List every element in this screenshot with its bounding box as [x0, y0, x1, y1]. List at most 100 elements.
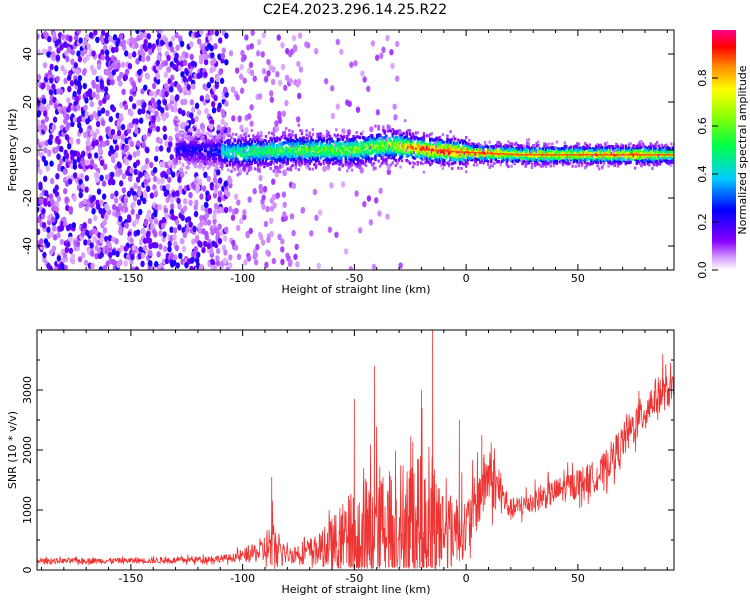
spectrogram-cell	[378, 153, 382, 157]
spectrogram-cell	[283, 141, 286, 145]
spectrogram-cell	[280, 135, 283, 139]
spectrogram-cell	[450, 157, 454, 161]
spectrogram-cell	[355, 140, 358, 144]
spectrogram-cell	[231, 142, 235, 146]
spectrogram-cell	[227, 145, 230, 149]
spectrogram-noise-cell	[200, 204, 205, 212]
spectrogram-noise-cell	[163, 71, 169, 79]
spectrogram-noise-cell	[73, 62, 79, 69]
spectrogram-cell	[411, 150, 415, 154]
spectrogram-cell	[353, 137, 357, 141]
spectrogram-cell	[224, 150, 227, 154]
spectrogram-cell	[288, 167, 291, 171]
spectrogram-cell	[443, 141, 446, 145]
spectrogram-cell	[271, 131, 274, 135]
spectrogram-noise-cell	[76, 50, 81, 57]
spectrogram-noise-cell	[217, 223, 222, 230]
spectrogram-noise-cell	[131, 81, 137, 88]
spectrogram-cell	[497, 144, 501, 148]
spectrogram-cell	[328, 138, 332, 142]
spectrogram-halo-cell	[325, 132, 329, 136]
spectrogram-noise-cell	[237, 115, 242, 122]
spectrogram-cell	[321, 139, 324, 143]
spectrogram-cell	[353, 148, 357, 152]
spectrogram-cell	[236, 147, 239, 151]
spectrogram-cell	[425, 149, 429, 153]
spectrogram-cell	[189, 155, 193, 159]
spectrogram-cell	[267, 140, 271, 144]
spectrogram-cell	[184, 154, 188, 158]
spectrogram-noise-cell	[171, 259, 177, 267]
spectrogram-cell	[366, 149, 369, 153]
spectrogram-cell	[236, 167, 239, 171]
spectrogram-cell	[202, 130, 205, 134]
spectrogram-cell	[275, 152, 279, 156]
spectrogram-noise-cell	[347, 100, 352, 108]
spectrogram-cell	[220, 136, 224, 140]
spectrogram-cell	[178, 142, 182, 146]
spectrogram-noise-cell	[108, 251, 113, 259]
spectrogram-noise-cell	[213, 94, 218, 102]
spectrogram-cell	[310, 144, 313, 148]
spectrogram-cell	[211, 152, 214, 156]
spectrogram-noise-cell	[192, 225, 197, 233]
spectrogram-noise-cell	[65, 113, 70, 121]
spectrogram-noise-cell	[167, 245, 172, 253]
spectrogram-noise-cell	[199, 95, 205, 102]
spectrogram-cell	[377, 142, 380, 146]
spectrogram-cell	[374, 155, 377, 159]
spectrogram-cell	[258, 142, 261, 146]
spectrogram-cell	[188, 153, 191, 157]
spectrogram-noise-cell	[260, 239, 266, 246]
spectrogram-cell	[450, 153, 454, 157]
spectrogram-halo-cell	[394, 164, 398, 168]
spectrogram-noise-cell	[394, 75, 400, 82]
spectrogram-noise-cell	[111, 105, 116, 113]
spectrogram-cell	[202, 157, 205, 161]
spectrogram-cell	[436, 140, 440, 144]
spectrogram-noise-cell	[86, 43, 91, 50]
spectrogram-cell	[332, 149, 335, 153]
spectrogram-noise-cell	[53, 88, 58, 95]
spectrogram-halo-cell	[205, 162, 208, 166]
spectrogram-noise-cell	[163, 207, 169, 215]
spectrogram-noise-cell	[45, 103, 51, 111]
spectrogram-cell	[396, 129, 399, 133]
spectrogram-noise-cell	[87, 152, 92, 160]
spectrogram-cell	[411, 135, 415, 139]
spectrogram-cell	[414, 144, 418, 148]
spectrogram-cell	[460, 166, 463, 170]
spectrogram-cell	[258, 157, 261, 161]
spectrogram-cell	[277, 144, 280, 148]
spectrogram-noise-cell	[248, 227, 253, 235]
spectrogram-halo-cell	[350, 163, 354, 167]
spectrogram-cell	[416, 144, 419, 148]
spectrogram-noise-cell	[224, 226, 229, 233]
spectrogram-cell	[327, 147, 330, 151]
spectrogram-cell	[194, 146, 197, 150]
spectrogram-cell	[502, 158, 505, 162]
spectrogram-cell	[250, 128, 254, 132]
spectrogram-noise-cell	[101, 180, 107, 187]
spectrogram-cell	[211, 148, 214, 152]
spectrogram-cell	[366, 157, 369, 161]
spectrogram-cell	[491, 145, 495, 149]
spectrogram-cell	[192, 148, 196, 152]
spectrogram-cell	[422, 150, 426, 154]
spectrogram-cell	[219, 151, 222, 155]
spectrogram-cell	[404, 148, 407, 152]
spectrogram-cell	[175, 137, 178, 141]
spectrogram-cell	[195, 160, 199, 164]
spectrogram-cell	[314, 148, 318, 152]
spectrogram-cell	[238, 162, 241, 166]
spectrogram-cell	[324, 155, 327, 159]
spectrogram-cell	[418, 151, 421, 155]
spectrogram-cell	[264, 148, 268, 152]
spectrogram-cell	[217, 154, 221, 158]
spectrogram-cell	[330, 139, 333, 143]
spectrogram-cell	[277, 149, 280, 153]
spectrogram-cell	[177, 146, 180, 150]
spectrogram-noise-cell	[374, 54, 380, 61]
spectrogram-cell	[297, 144, 301, 148]
spectrogram-noise-cell	[147, 237, 153, 245]
